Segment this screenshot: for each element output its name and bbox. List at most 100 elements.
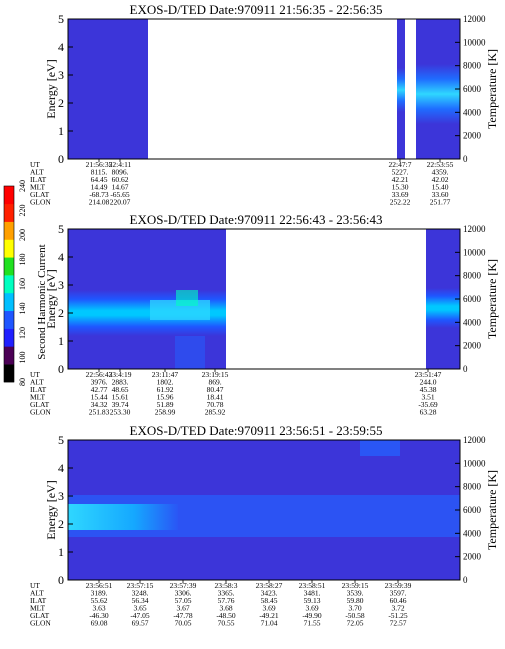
ut-time-label: 23:11:47 [152,370,179,379]
ut-time-label: 22:47:7 [389,160,412,169]
colorbar-swatch [4,186,14,205]
orbit-value: 42.02 [432,175,449,184]
ut-time-label: 21:56:35 [86,160,113,169]
panel-1-right-ticks: 0 2000 4000 6000 8000 10000 12000 [455,14,486,164]
orbit-value: -46.30 [89,611,109,620]
orbit-value: 15.44 [91,393,108,402]
colorbar-tick-label: 180 [18,254,27,266]
orbit-value: 3.63 [92,604,105,613]
orbit-value: 58.45 [261,596,278,605]
colorbar-swatch [4,346,14,365]
orbit-value: -47.78 [173,611,193,620]
orbit-row-label: MLT [30,393,46,402]
ut-time-label: 23:57:15 [127,581,154,590]
ut-time-label: 22:56:43 [86,370,113,379]
panel-2-left-ticks: 0 1 2 3 4 5 [58,222,73,376]
orbit-row-label: ILAT [30,385,47,394]
panel-1-title: EXOS-D/TED Date:970911 21:56:35 - 22:56:… [130,2,383,17]
temperature-tick-label: 2000 [463,552,482,562]
orbit-value: 3976. [91,378,108,387]
energy-tick-label: 4 [58,250,64,264]
orbit-value: -51.25 [388,611,408,620]
energy-tick-label: 1 [58,545,64,559]
panel-1-ylabel: Energy [eV] [44,59,58,118]
temperature-tick-label: 8000 [463,482,482,492]
colorbar-tick-label: 220 [18,205,27,217]
colorbar: 80 100 120 140 160 180 200 220 240 Second Harmon… [3,180,48,386]
energy-tick-label: 3 [58,278,64,292]
orbit-value: -35.69 [418,400,438,409]
orbit-value: 214.08 [89,198,110,207]
orbit-row-label: MLT [30,183,46,192]
energy-tick-label: 3 [58,489,64,503]
orbit-value: 72.05 [347,619,364,628]
temperature-tick-label: 4000 [463,107,482,117]
energy-tick-label: 0 [58,152,64,166]
orbit-row-label: UT [30,581,40,590]
energy-tick-label: 4 [58,40,64,54]
panel-3-flux-patch [360,440,400,456]
panel-1-flux-band [416,64,460,124]
orbit-row-label: GLON [30,619,51,628]
panel-3-orbit-table: UTALTILATMLTGLATGLON23:56:513189.55.623.… [30,580,412,628]
orbit-value: -48.50 [216,611,236,620]
temperature-tick-label: 6000 [463,505,482,515]
orbit-row-label: ALT [30,168,44,177]
orbit-value: 15.30 [392,183,409,192]
panel-2: EXOS-D/TED Date:970911 22:56:43 - 23:56:… [30,212,499,417]
orbit-row-label: GLON [30,408,51,417]
orbit-value: -49.21 [259,611,279,620]
orbit-value: 869. [208,378,221,387]
orbit-value: 4359. [432,168,449,177]
orbit-value: 42.21 [392,175,409,184]
orbit-value: 285.92 [205,408,226,417]
orbit-value: 253.30 [110,408,131,417]
orbit-value: 220.07 [110,198,131,207]
orbit-value: -50.58 [345,611,365,620]
orbit-value: 251.77 [430,198,451,207]
temperature-tick-label: 0 [463,364,468,374]
orbit-value: 3.65 [133,604,146,613]
orbit-row-label: MLT [30,604,46,613]
orbit-value: 70.55 [218,619,235,628]
orbit-value: 48.65 [112,385,129,394]
orbit-value: 33.60 [432,190,449,199]
orbit-value: 15.61 [112,393,129,402]
colorbar-tick-label: 80 [18,378,27,386]
orbit-value: 39.74 [112,400,129,409]
orbit-value: 56.34 [132,596,149,605]
orbit-value: 3.72 [391,604,404,613]
colorbar-tick-label: 160 [18,278,27,290]
orbit-value: 2883. [112,378,129,387]
panel-1-left-ticks: 0 1 2 3 4 5 [58,12,73,166]
temperature-tick-label: 12000 [463,435,486,445]
temperature-tick-label: 8000 [463,271,482,281]
orbit-value: 18.41 [207,393,224,402]
orbit-value: 55.62 [91,596,108,605]
energy-tick-label: 2 [58,96,64,110]
orbit-row-label: GLAT [30,190,50,199]
orbit-value: -65.65 [110,190,130,199]
colorbar-tick-label: 120 [18,327,27,339]
colorbar-swatch [4,310,14,329]
colorbar-tick-label: 100 [18,352,27,364]
energy-tick-label: 2 [58,306,64,320]
orbit-value: 3.69 [305,604,318,613]
colorbar-ticks: 80 100 120 140 160 180 200 220 240 [18,180,27,386]
temperature-tick-label: 12000 [463,14,486,24]
orbit-value: 3189. [91,589,108,598]
orbit-value: 15.96 [157,393,174,402]
orbit-row-label: GLAT [30,611,50,620]
orbit-value: 69.57 [132,619,149,628]
orbit-value: 3539. [347,589,364,598]
colorbar-label: Second Harmonic Current [36,244,48,359]
energy-tick-label: 2 [58,517,64,531]
orbit-value: 3248. [132,589,149,598]
orbit-value: 42.77 [91,385,108,394]
orbit-value: -68.73 [89,190,109,199]
orbit-value: 3481. [304,589,321,598]
orbit-value: 70.05 [175,619,192,628]
temperature-tick-label: 10000 [463,247,486,257]
colorbar-swatch [4,328,14,347]
orbit-value: 60.46 [390,596,407,605]
